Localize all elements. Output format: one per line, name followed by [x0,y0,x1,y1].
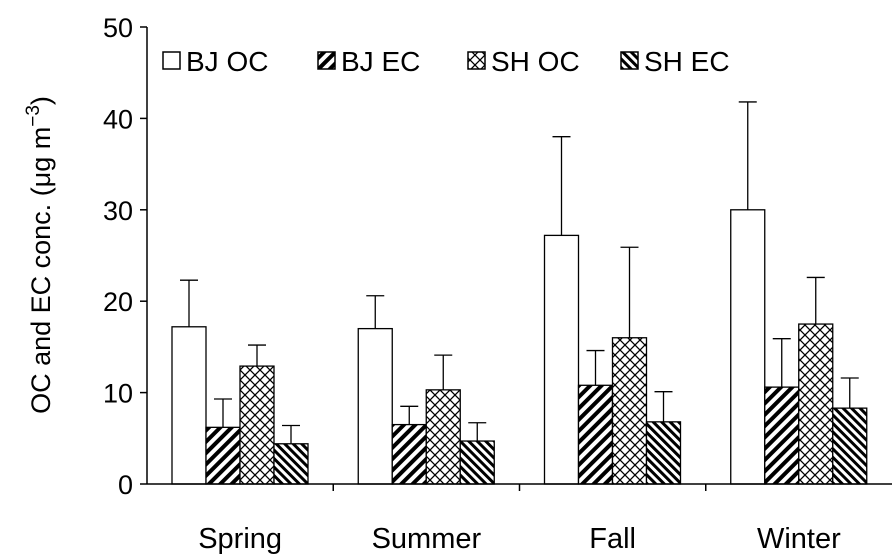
y-tick-label: 20 [103,287,133,317]
legend: BJ OC BJ EC SH OC SH EC [162,46,730,77]
y-tick-label: 40 [103,104,133,134]
y-tick-label: 30 [103,196,133,226]
category-labels: Spring Summer Fall Winter [198,523,841,555]
bar-sh-ec-fall [645,421,682,485]
bar-sh-oc-spring [239,365,275,485]
y-axis-title-superscript: −3 [23,105,44,127]
legend-swatch-bj-ec [317,51,336,70]
bar-sh-oc-winter [798,323,834,485]
bar-sh-ec-spring [273,443,309,485]
legend-label: SH OC [491,46,580,77]
y-tick-label: 10 [103,379,133,409]
y-tick-label: 50 [103,13,133,43]
bar-bj-ec-fall [577,384,614,485]
legend-swatch-sh-ec [620,51,639,70]
legend-label: BJ OC [186,46,268,77]
bar-bj-ec-spring [205,426,241,485]
legend-swatch-bj-oc [162,51,181,70]
bar-bj-oc-winter [730,209,766,485]
y-axis-title-end: ) [26,96,56,105]
bar-bj-oc-fall [543,234,580,485]
category-label: Fall [589,523,636,555]
bar-sh-oc-fall [611,337,648,485]
axes [146,27,892,491]
bar-bj-oc-spring [171,326,207,485]
error-bars [180,101,859,444]
bar-bj-oc-summer [357,327,393,485]
y-tick-label: 0 [118,470,133,500]
category-label: Spring [198,523,282,555]
bars [171,209,868,485]
bar-bj-ec-summer [391,423,427,485]
category-label: Winter [757,523,841,555]
legend-label: SH EC [644,46,730,77]
bar-sh-ec-winter [832,407,868,485]
category-label: Summer [372,523,482,555]
bar-sh-ec-summer [459,440,495,485]
bar-sh-oc-summer [425,389,461,485]
y-axis-ticks: 0 10 20 30 40 50 [103,13,147,500]
y-axis-title: OC and EC conc. (μg m−3) [23,96,56,414]
legend-label: BJ EC [341,46,420,77]
bar-bj-ec-winter [764,386,800,485]
y-axis-title-main: OC and EC conc. (μg m [26,127,56,414]
legend-swatch-sh-oc [467,51,486,70]
